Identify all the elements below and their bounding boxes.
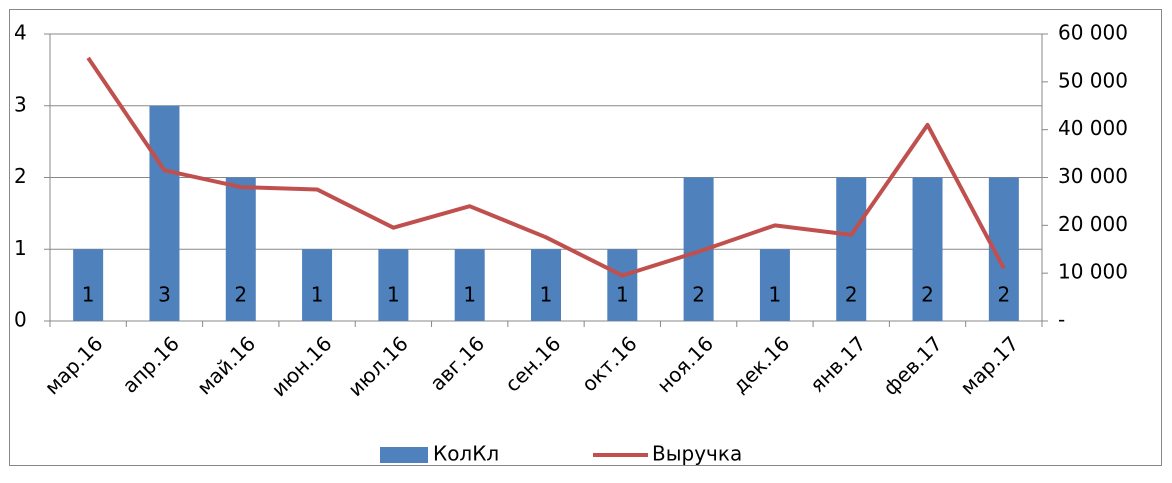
bar [73, 249, 104, 321]
bar-label: 2 [692, 283, 705, 307]
chart-border [9, 9, 1162, 466]
legend-label: Выручка [652, 442, 742, 466]
bar [836, 177, 867, 321]
legend-swatch [380, 447, 428, 463]
bar [149, 105, 180, 321]
y2-tick-label: 30 000 [1058, 164, 1128, 188]
bar-label: 2 [921, 283, 934, 307]
y-tick-label: 2 [14, 164, 27, 188]
y2-tick-label: 40 000 [1058, 116, 1128, 140]
bar [912, 177, 943, 321]
bar-label: 2 [997, 283, 1010, 307]
y-tick-label: 4 [14, 21, 27, 45]
legend-label: КолКл [433, 442, 499, 466]
bar-label: 1 [311, 283, 324, 307]
bar-label: 2 [234, 283, 247, 307]
bar-label: 1 [616, 283, 629, 307]
y-tick-label: 0 [14, 308, 27, 332]
line [86, 56, 1006, 278]
bar [759, 249, 790, 321]
y-tick-label: 1 [14, 236, 27, 260]
bar [531, 249, 561, 321]
bar-label: 2 [845, 283, 858, 307]
bar-label: 1 [387, 283, 400, 307]
bar [225, 177, 256, 321]
bar-label: 1 [82, 283, 95, 307]
bar-label: 1 [540, 283, 553, 307]
y2-tick-label: 50 000 [1058, 68, 1128, 92]
y2-tick-label: 60 000 [1058, 21, 1128, 45]
bar [454, 249, 485, 321]
bar [607, 249, 638, 321]
y2-tick-label: 10 000 [1058, 260, 1128, 284]
bar-label: 1 [769, 283, 782, 307]
y-tick-label: 3 [14, 92, 27, 116]
bar [378, 249, 409, 321]
bar-label: 3 [158, 283, 171, 307]
y2-tick-label: 20 000 [1058, 212, 1128, 236]
y2-tick-label: - [1058, 308, 1065, 332]
bar-label: 1 [463, 283, 476, 307]
bar [302, 249, 333, 321]
